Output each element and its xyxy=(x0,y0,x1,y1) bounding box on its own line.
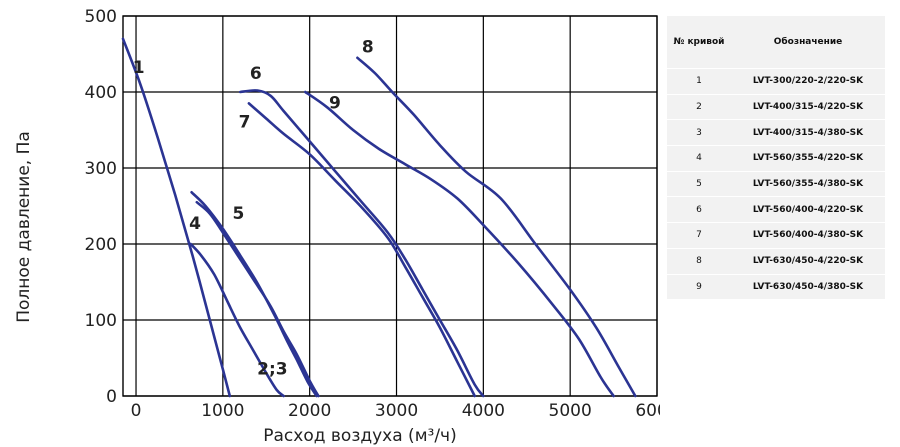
curve-label: 5 xyxy=(233,204,245,224)
curve-label: 8 xyxy=(362,37,374,57)
curve-label: 4 xyxy=(189,214,201,234)
curve-number: 2 xyxy=(667,93,731,120)
curve-number: 8 xyxy=(667,247,731,274)
curve-number: 1 xyxy=(667,68,731,95)
header-designation: Обозначение xyxy=(773,37,843,47)
table-row: 1 LVT-300/220-2/220-SK xyxy=(667,68,885,95)
series-curve-7-5 xyxy=(247,102,476,398)
curve-number: 9 xyxy=(667,273,731,300)
series-curve-6-4 xyxy=(238,89,485,398)
table-row: 6 LVT-560/400-4/220-SK xyxy=(667,196,885,223)
y-tick-label: 400 xyxy=(85,83,117,103)
grid xyxy=(122,15,658,397)
series-curve-2-3-1 xyxy=(190,191,318,398)
tick-labels: 0 1000 2000 3000 4000 5000 6000 0 100 200 300 400 50… xyxy=(85,7,660,421)
curve-label: 7 xyxy=(239,113,251,133)
y-tick-label: 200 xyxy=(85,235,117,255)
curve-number: 7 xyxy=(667,222,731,249)
plot-frame xyxy=(122,15,658,397)
series-curve-2-3-2 xyxy=(195,200,320,398)
header-curve-number: № кривой xyxy=(673,37,725,47)
x-tick-label: 6000 xyxy=(635,401,660,421)
model-designation: LVT-560/400-4/380-SK xyxy=(731,222,885,249)
curve-number: 5 xyxy=(667,170,731,197)
series-curve-1-0 xyxy=(121,37,232,398)
curve-number: 3 xyxy=(667,119,731,146)
series-curve-9-7 xyxy=(304,90,615,398)
table-row: 5 LVT-560/355-4/380-SK xyxy=(667,170,885,197)
x-tick-label: 1000 xyxy=(201,401,244,421)
table-row: 9 LVT-630/450-4/380-SK xyxy=(667,273,885,300)
x-tick-label: 3000 xyxy=(375,401,418,421)
model-designation: LVT-300/220-2/220-SK xyxy=(731,68,885,95)
model-designation: LVT-560/355-4/220-SK xyxy=(731,145,885,172)
table-row: 2 LVT-400/315-4/220-SK xyxy=(667,93,885,120)
legend-header-row: № кривой Обозначение xyxy=(667,16,885,69)
table-row: 7 LVT-560/400-4/380-SK xyxy=(667,222,885,249)
curve-label: 9 xyxy=(329,94,341,114)
series-curve-8-6 xyxy=(356,56,637,398)
y-tick-label: 300 xyxy=(85,159,117,179)
model-designation: LVT-400/315-4/220-SK xyxy=(731,93,885,120)
y-tick-label: 100 xyxy=(85,311,117,331)
series-layer xyxy=(121,37,637,398)
curve-number: 4 xyxy=(667,145,731,172)
table-row: 3 LVT-400/315-4/380-SK xyxy=(667,119,885,146)
series-curve-4-3 xyxy=(189,242,285,398)
model-designation: LVT-560/355-4/380-SK xyxy=(731,170,885,197)
y-tick-label: 500 xyxy=(85,7,117,27)
curve-label: 6 xyxy=(250,64,262,84)
x-tick-label: 5000 xyxy=(549,401,592,421)
y-axis-label: Полное давление, Па xyxy=(14,131,34,323)
model-designation: LVT-630/450-4/380-SK xyxy=(731,273,885,300)
x-tick-label: 0 xyxy=(131,401,142,421)
curve-label: 2;3 xyxy=(257,360,287,380)
y-tick-label: 0 xyxy=(106,387,117,407)
curve-labels: 1 6 7 8 9 5 4 2;3 xyxy=(133,37,374,379)
curve-label: 1 xyxy=(133,58,145,78)
table-row: 8 LVT-630/450-4/220-SK xyxy=(667,247,885,274)
curve-number: 6 xyxy=(667,196,731,223)
model-designation: LVT-630/450-4/220-SK xyxy=(731,247,885,274)
x-axis-label: Расход воздуха (м³/ч) xyxy=(263,426,456,446)
model-designation: LVT-400/315-4/380-SK xyxy=(731,119,885,146)
model-designation: LVT-560/400-4/220-SK xyxy=(731,196,885,223)
chart: 0 1000 2000 3000 4000 5000 6000 0 100 200 300 400 50… xyxy=(14,7,660,446)
legend-table: № кривой Обозначение 1 LVT-300/220-2/220-… xyxy=(667,16,885,300)
x-tick-label: 4000 xyxy=(462,401,505,421)
x-tick-label: 2000 xyxy=(288,401,331,421)
table-row: 4 LVT-560/355-4/220-SK xyxy=(667,145,885,172)
